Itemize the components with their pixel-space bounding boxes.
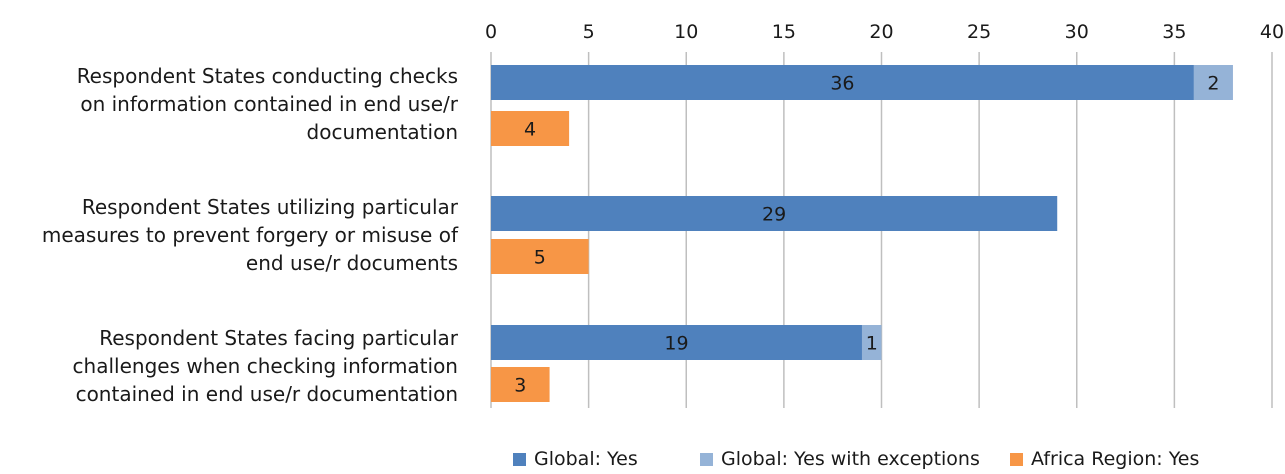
category-label-line: documentation xyxy=(306,120,458,144)
category-label-line: Respondent States utilizing particular xyxy=(81,195,458,219)
legend-item-africa-region-yes: Africa Region: Yes xyxy=(1010,447,1199,471)
bar-value-label: 1 xyxy=(866,333,878,355)
bar-value-label: 3 xyxy=(514,375,526,397)
bar xyxy=(1193,65,1233,100)
category-label-line: on information contained in end use/r xyxy=(80,92,458,116)
bar xyxy=(491,196,1058,231)
category-label-line: end use/r documents xyxy=(245,251,458,275)
category-label: Respondent States utilizing particular me… xyxy=(0,193,458,277)
legend-swatch xyxy=(513,452,526,466)
bar xyxy=(491,325,862,360)
x-tick-label: 15 xyxy=(772,21,796,43)
category-label-line: Respondent States facing particular xyxy=(99,326,458,350)
legend-label: Africa Region: Yes xyxy=(1031,448,1200,470)
legend-swatch xyxy=(700,452,713,466)
category-label-line: Respondent States conducting checks xyxy=(76,64,458,88)
category-label-line: challenges when checking information xyxy=(72,354,458,378)
category-label-line: measures to prevent forgery or misuse of xyxy=(41,223,458,247)
x-axis-ticks: 0 5 10 15 20 25 30 35 40 xyxy=(485,21,1284,43)
x-tick-label: 5 xyxy=(583,21,595,43)
bar xyxy=(861,325,882,360)
category-label-line: contained in end use/r documentation xyxy=(75,382,458,406)
x-tick-label: 40 xyxy=(1260,21,1284,43)
bar xyxy=(491,239,589,274)
bar-value-label: 29 xyxy=(762,204,786,226)
bar-value-label: 2 xyxy=(1207,73,1219,95)
bars xyxy=(491,65,1233,402)
bar-value-label: 19 xyxy=(664,333,688,355)
legend-label: Global: Yes with exceptions xyxy=(721,448,980,470)
category-label: Respondent States facing particular chall… xyxy=(0,324,458,408)
legend-swatch xyxy=(1010,452,1023,466)
legend-item-global-yes-with-exceptions: Global: Yes with exceptions xyxy=(700,447,980,471)
x-tick-label: 30 xyxy=(1065,21,1089,43)
bar-value-label: 4 xyxy=(524,119,536,141)
x-tick-label: 25 xyxy=(967,21,991,43)
legend-item-global-yes: Global: Yes xyxy=(513,447,638,471)
bar xyxy=(491,367,550,402)
bar-value-label: 36 xyxy=(830,73,854,95)
bar xyxy=(491,65,1194,100)
bar xyxy=(491,111,570,146)
x-tick-label: 0 xyxy=(485,21,497,43)
x-tick-label: 10 xyxy=(674,21,698,43)
legend-label: Global: Yes xyxy=(534,448,638,470)
x-tick-label: 35 xyxy=(1162,21,1186,43)
data-labels: 36 2 4 29 5 19 1 3 xyxy=(514,73,1219,397)
category-label: Respondent States conducting checks on in… xyxy=(0,62,458,146)
x-tick-label: 20 xyxy=(869,21,893,43)
bar-value-label: 5 xyxy=(534,247,546,269)
